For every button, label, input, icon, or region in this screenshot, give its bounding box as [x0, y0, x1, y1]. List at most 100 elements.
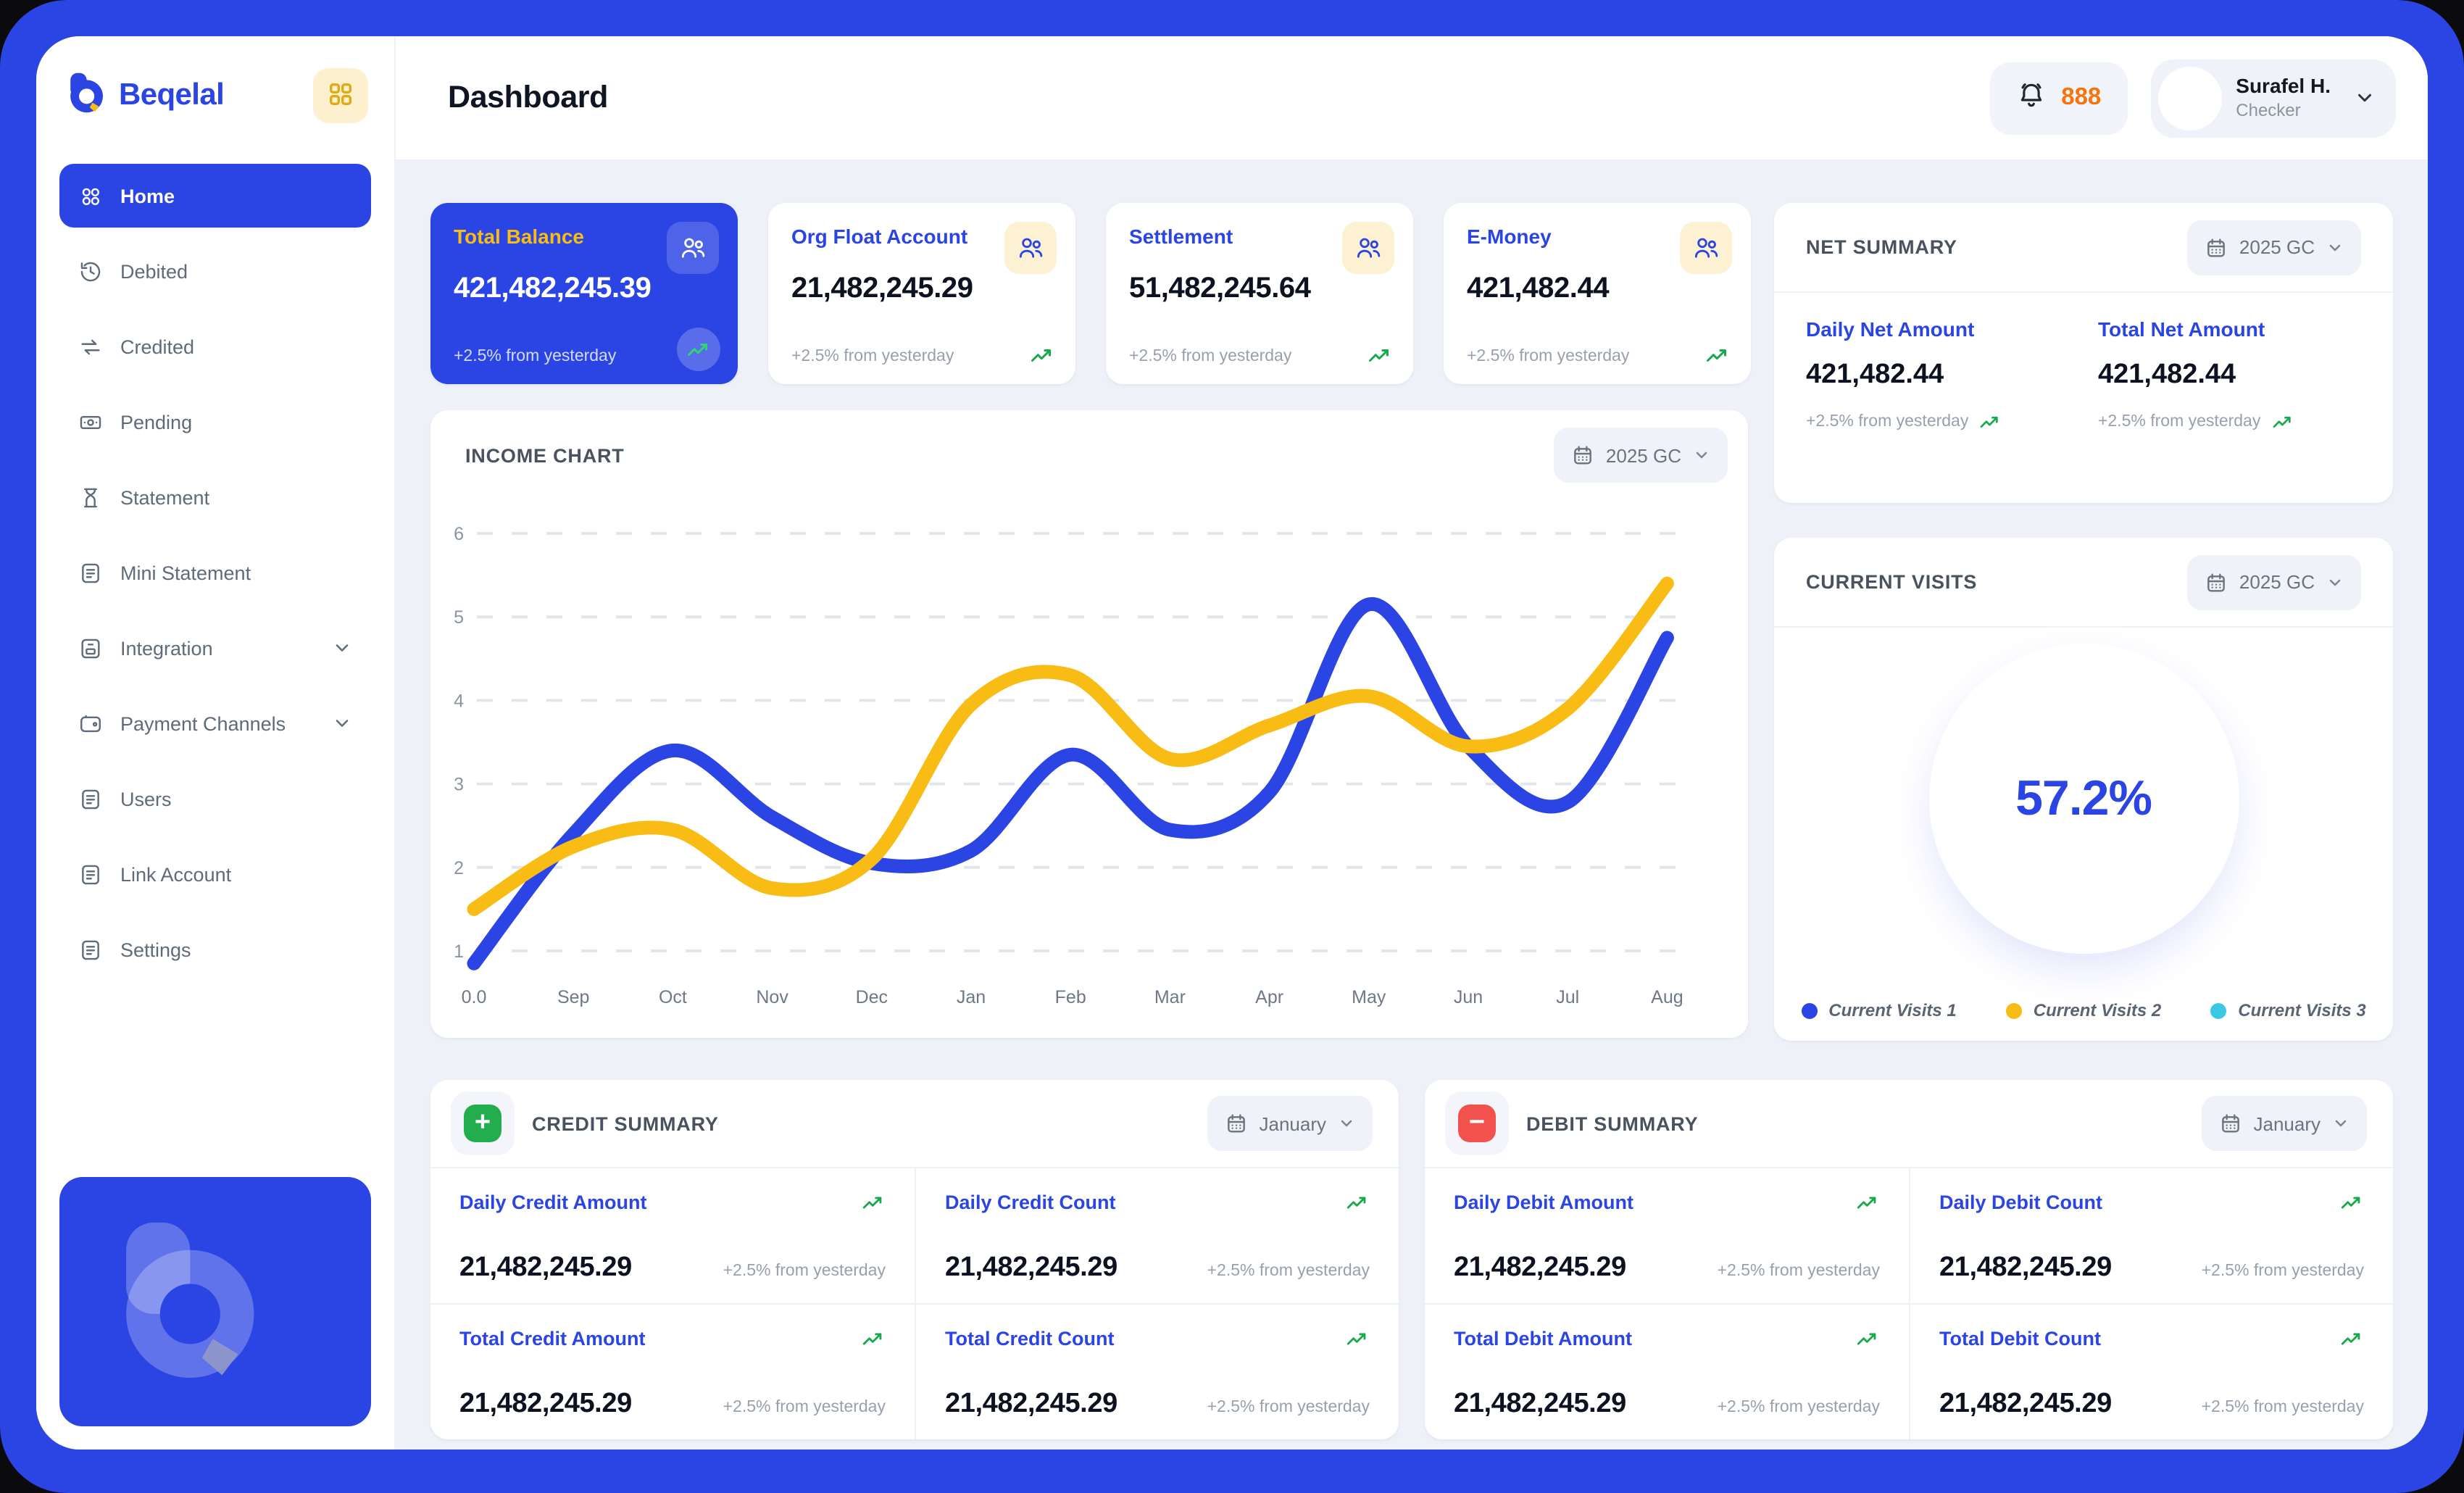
chevron-down-icon [2332, 1115, 2349, 1132]
history-clock-icon [78, 259, 103, 283]
chevron-down-icon [332, 713, 352, 733]
daily-debit-amount-cell: Daily Debit Amount 21,482,245.29 +2.5% fro… [1425, 1167, 1909, 1303]
visits-donut-chart: 57.2% [1924, 639, 2243, 958]
summary-cell-delta: +2.5% from yesterday [1207, 1399, 1370, 1416]
calendar-icon [1571, 444, 1594, 467]
svg-text:May: May [1352, 987, 1386, 1007]
total-debit-count-cell: Total Debit Count 21,482,245.29 +2.5% from… [1909, 1303, 2393, 1439]
current-visits-card: CURRENT VISITS 2025 GC [1774, 538, 2393, 1041]
summary-cell-label: Daily Debit Amount [1454, 1192, 1634, 1213]
sidebar-item-settings[interactable]: Settings [59, 918, 371, 981]
sidebar-item-payment-channels[interactable]: Payment Channels [59, 691, 371, 755]
debit-summary-period-dropdown[interactable]: January [2201, 1096, 2367, 1151]
calendar-icon [2205, 570, 2228, 594]
hourglass-icon [78, 485, 103, 510]
summary-cell-label: Daily Debit Count [1939, 1192, 2103, 1213]
net-item-value: 421,482.44 [1806, 359, 1944, 390]
svg-text:Aug: Aug [1651, 987, 1683, 1007]
current-visits-title: CURRENT VISITS [1806, 571, 1978, 593]
users-icon [1342, 222, 1394, 274]
visits-percentage: 57.2% [2015, 770, 2152, 825]
debit-summary-title: DEBIT SUMMARY [1526, 1113, 1699, 1134]
stat-card-title: Org Float Account [791, 225, 968, 248]
summary-cell-delta: +2.5% from yesterday [2201, 1399, 2364, 1416]
summary-cell-label: Total Credit Count [945, 1328, 1115, 1349]
sidebar-item-integration[interactable]: Integration [59, 616, 371, 680]
current-visits-period: 2025 GC [2239, 571, 2315, 593]
sidebar-item-statement[interactable]: Statement [59, 465, 371, 529]
sidebar-item-mini-statement[interactable]: Mini Statement [59, 541, 371, 604]
legend-item-current-visits-2: Current Visits 2 [2005, 1000, 2161, 1020]
users-icon [667, 222, 719, 274]
sidebar-nav: Home Debited Credited Pending Statement Mini … [59, 164, 371, 993]
daily-debit-count-cell: Daily Debit Count 21,482,245.29 +2.5% from… [1909, 1167, 2393, 1303]
income-chart-period-dropdown[interactable]: 2025 GC [1553, 428, 1728, 483]
income-chart-card: INCOME CHART 2025 GC [430, 410, 1748, 1038]
svg-text:Nov: Nov [756, 987, 788, 1007]
sidebar-item-users[interactable]: Users [59, 767, 371, 831]
summary-cell-label: Total Debit Count [1939, 1328, 2101, 1349]
svg-text:Dec: Dec [856, 987, 888, 1007]
legend-item-current-visits-1: Current Visits 1 [1801, 1000, 1957, 1020]
summary-cell-value: 21,482,245.29 [1939, 1389, 2112, 1419]
beqelal-logo-mark [62, 69, 109, 122]
svg-text:Oct: Oct [659, 987, 687, 1007]
daily-credit-count-cell: Daily Credit Count 21,482,245.29 +2.5% fro… [915, 1167, 1399, 1303]
note-icon [78, 862, 103, 886]
notifications-button[interactable]: 888 [1990, 62, 2128, 134]
page-title: Dashboard [448, 80, 608, 115]
stat-card-title: Total Balance [454, 225, 584, 248]
sidebar-item-label: Settings [120, 939, 191, 960]
stat-card-delta: +2.5% from yesterday [1467, 348, 1630, 365]
main-area: Dashboard 888 [396, 36, 2428, 1450]
app-window: Beqelal Home Debited Credit [36, 36, 2428, 1450]
legend-dot-icon [2005, 1002, 2022, 1018]
note-icon [78, 937, 103, 962]
sidebar-item-home[interactable]: Home [59, 164, 371, 228]
sidebar-item-credited[interactable]: Credited [59, 315, 371, 378]
dashboard-content: Total Balance 421,482,245.39 +2.5% from ye… [396, 161, 2428, 1450]
daily-credit-amount-cell: Daily Credit Amount 21,482,245.29 +2.5% fr… [430, 1167, 915, 1303]
total-credit-count-cell: Total Credit Count 21,482,245.29 +2.5% fro… [915, 1303, 1399, 1439]
svg-text:4: 4 [454, 691, 464, 711]
summary-cell-value: 21,482,245.29 [459, 1389, 632, 1419]
trend-up-icon [1855, 1190, 1880, 1215]
stat-card-title: Settlement [1129, 225, 1233, 248]
trend-up-icon [1855, 1326, 1880, 1351]
summary-cell-delta: +2.5% from yesterday [723, 1263, 886, 1280]
svg-text:6: 6 [454, 524, 464, 544]
sidebar-promo-card[interactable] [59, 1177, 371, 1426]
sidebar-item-link-account[interactable]: Link Account [59, 842, 371, 906]
trend-up-icon [861, 1326, 886, 1351]
credit-summary-title: CREDIT SUMMARY [532, 1113, 719, 1134]
summary-cell-value: 21,482,245.29 [945, 1252, 1117, 1283]
net-summary-period-dropdown[interactable]: 2025 GC [2186, 220, 2361, 275]
summary-cell-label: Total Debit Amount [1454, 1328, 1632, 1349]
net-summary-item-total-net-amount: Total Net Amount 421,482.44 +2.5% from yes… [2098, 317, 2361, 433]
debit-summary-card: − DEBIT SUMMARY January [1425, 1080, 2393, 1439]
current-visits-period-dropdown[interactable]: 2025 GC [2186, 554, 2361, 610]
brand-name: Beqelal [119, 78, 225, 112]
top-header: Dashboard 888 [396, 36, 2428, 161]
visits-legend: Current Visits 1 Current Visits 2 Current … [1774, 1000, 2393, 1020]
stat-card-total-balance: Total Balance 421,482,245.39 +2.5% from ye… [430, 203, 738, 384]
sidebar-item-label: Home [120, 185, 175, 207]
apps-grid-button[interactable] [313, 68, 368, 123]
stat-card-settlement: Settlement 51,482,245.64 +2.5% from yester… [1106, 203, 1413, 384]
user-menu[interactable]: Surafel H. Checker [2150, 59, 2396, 137]
net-summary-period: 2025 GC [2239, 236, 2315, 258]
credit-summary-period-dropdown[interactable]: January [1207, 1096, 1373, 1151]
banknote-icon [78, 409, 103, 434]
trend-up-icon [2271, 410, 2294, 433]
summary-cell-value: 21,482,245.29 [1454, 1389, 1626, 1419]
sidebar-item-label: Pending [120, 411, 193, 433]
calendar-icon [1225, 1112, 1248, 1135]
svg-text:Apr: Apr [1255, 987, 1283, 1007]
svg-text:Jun: Jun [1454, 987, 1483, 1007]
income-chart-title: INCOME CHART [465, 444, 625, 466]
trend-up-icon [677, 328, 720, 371]
sidebar-item-debited[interactable]: Debited [59, 239, 371, 303]
trend-up-icon [1345, 1190, 1370, 1215]
sidebar-item-pending[interactable]: Pending [59, 390, 371, 454]
calendar-icon [2205, 236, 2228, 259]
